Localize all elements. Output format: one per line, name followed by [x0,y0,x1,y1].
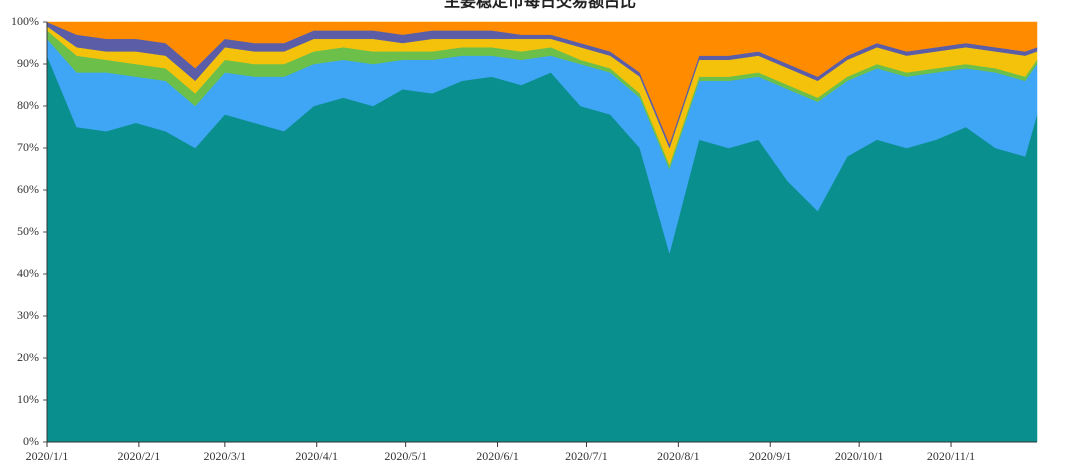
y-tick-label: 20% [17,350,39,364]
x-tick-label: 2020/4/1 [295,449,338,463]
x-tick-label: 2020/1/1 [26,449,69,463]
x-tick-label: 2020/9/1 [749,449,792,463]
y-tick-label: 60% [17,182,39,196]
y-tick-label: 70% [17,140,39,154]
y-tick-label: 90% [17,56,39,70]
y-tick-label: 10% [17,392,39,406]
x-tick-label: 2020/2/1 [118,449,161,463]
x-tick-label: 2020/6/1 [476,449,519,463]
x-tick-label: 2020/10/1 [835,449,884,463]
y-tick-label: 80% [17,98,39,112]
y-tick-label: 100% [11,14,39,28]
area [46,21,1038,145]
y-tick-label: 30% [17,308,39,322]
x-tick-label: 2020/5/1 [384,449,427,463]
y-tick-label: 0% [23,434,39,448]
y-tick-label: 50% [17,224,39,238]
x-tick-label: 2020/3/1 [204,449,247,463]
y-tick-label: 40% [17,266,39,280]
x-tick-label: 2020/7/1 [565,449,608,463]
x-tick-label: 2020/8/1 [657,449,700,463]
x-tick-label: 2020/11/1 [927,449,975,463]
chart-title: 主要稳定币每日交易额占比 [444,0,636,11]
